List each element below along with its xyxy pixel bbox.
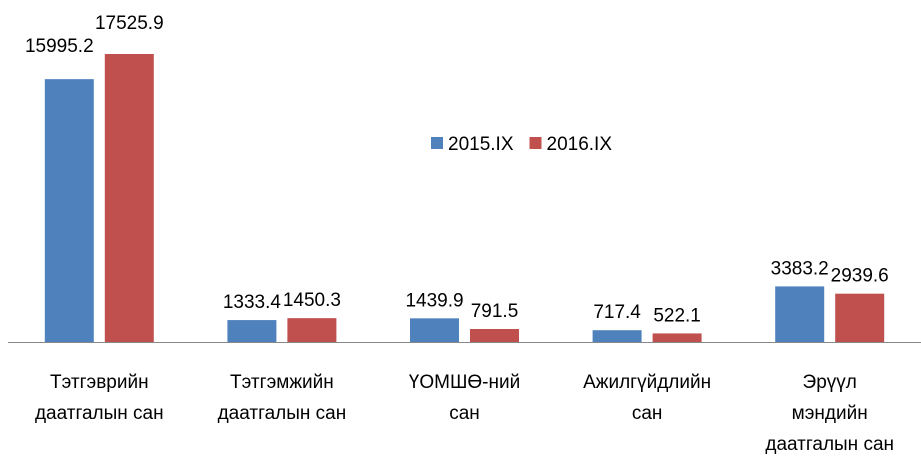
data-label: 522.1 (653, 305, 701, 326)
x-tick-label: Ажилгүйдлийн сан (583, 372, 711, 424)
bar (104, 54, 154, 342)
x-tick-label: Тэтгэмжийн даатгалын сан (218, 372, 347, 424)
bar (775, 286, 825, 342)
x-tick-label: Тэтгэврийн даатгалын сан (35, 372, 164, 424)
legend-swatch (529, 137, 542, 149)
data-label: 17525.9 (95, 13, 164, 34)
x-tick-label: Эрүүл мэндийн даатгалын сан (765, 372, 894, 455)
data-label: 3383.2 (771, 258, 829, 279)
bar (287, 318, 337, 342)
bar (44, 79, 94, 343)
legend-label: 2015.IX (448, 134, 514, 155)
x-tick-label: ҮОМШӨ-ний сан (409, 372, 520, 424)
data-label: 717.4 (593, 302, 641, 323)
bar (835, 293, 885, 342)
legend-label: 2016.IX (547, 134, 613, 155)
data-label: 1439.9 (405, 290, 463, 311)
data-label: 1333.4 (223, 292, 282, 313)
bar (227, 320, 277, 342)
data-label: 15995.2 (25, 36, 94, 57)
bar (470, 328, 519, 342)
legend-swatch (431, 137, 443, 149)
data-label: 791.5 (471, 301, 519, 322)
data-label: 1450.3 (283, 290, 341, 311)
data-label: 2939.6 (831, 266, 889, 287)
bar (652, 333, 702, 342)
bar (592, 330, 642, 342)
bar (410, 318, 459, 342)
